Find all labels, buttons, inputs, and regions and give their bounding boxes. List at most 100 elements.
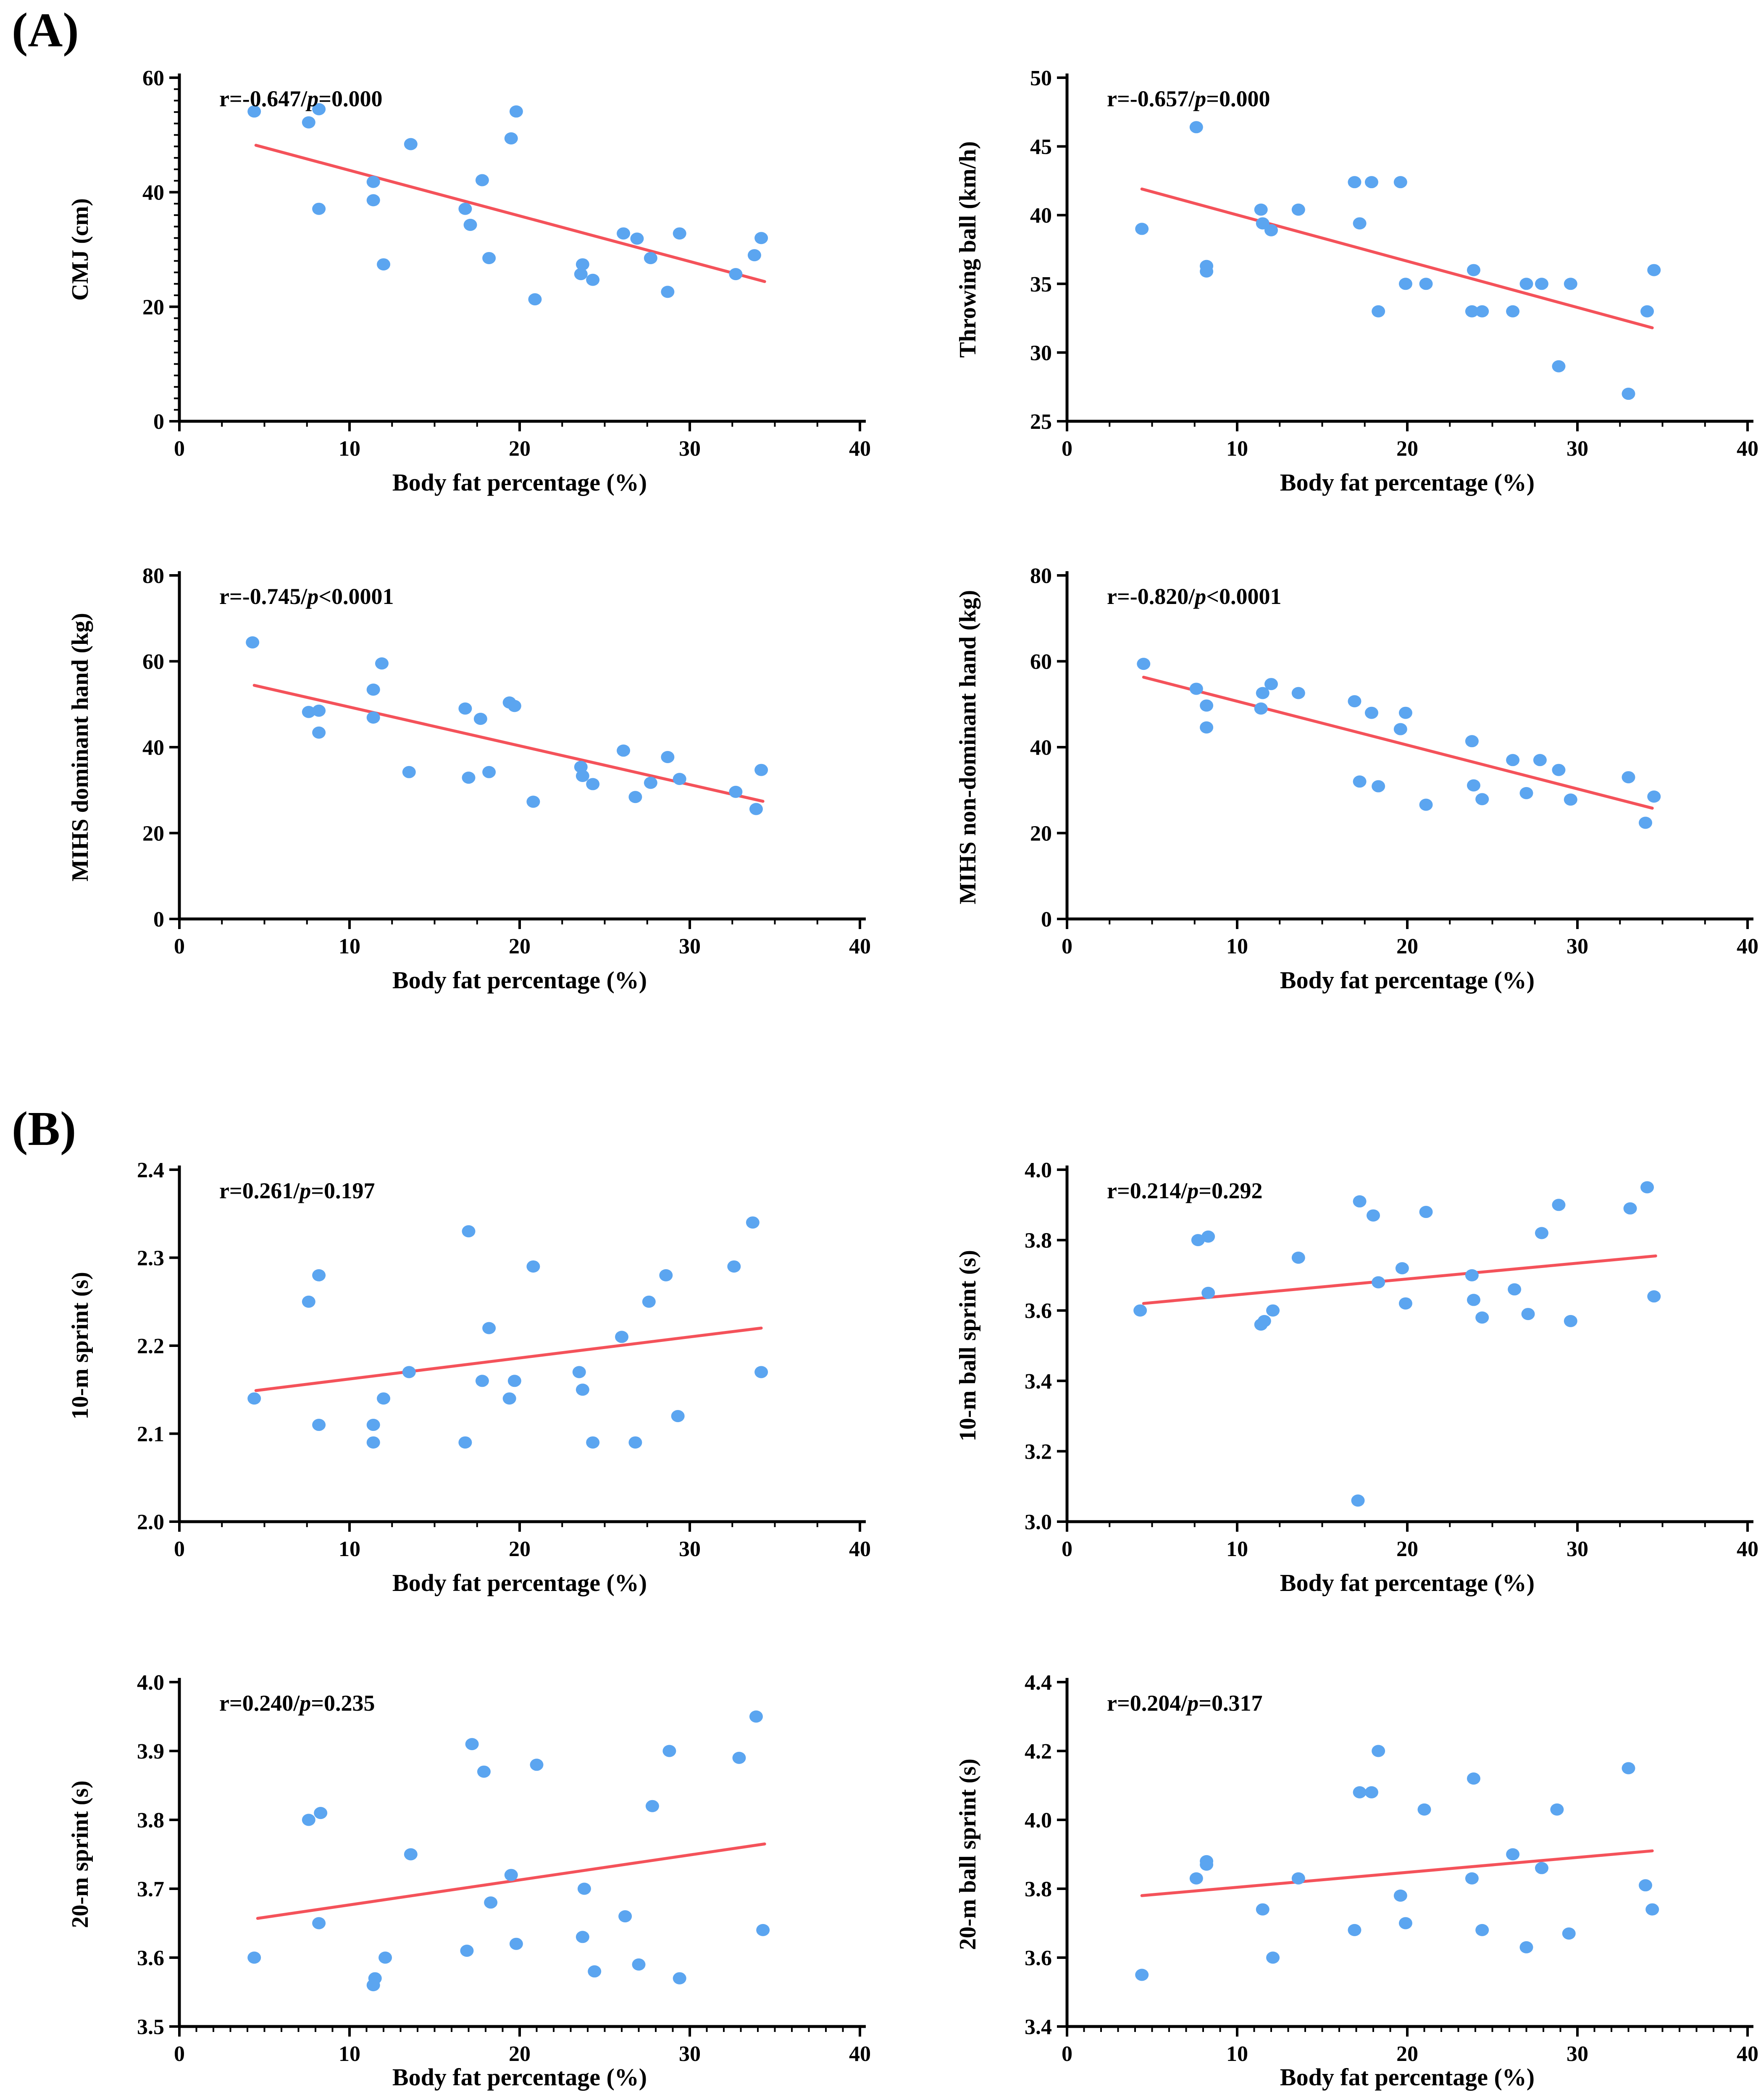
x-tick-label: 20	[509, 934, 531, 958]
data-point	[1465, 1269, 1479, 1281]
data-point	[473, 713, 487, 725]
data-point	[1291, 687, 1305, 699]
x-tick-label: 0	[1062, 934, 1072, 958]
data-point	[673, 773, 686, 785]
data-point	[1364, 1786, 1378, 1798]
data-points	[247, 103, 768, 306]
y-tick-label: 4.2	[1025, 1740, 1052, 1764]
data-point	[574, 761, 588, 773]
x-tick-label: 30	[679, 1537, 701, 1561]
data-point	[1264, 678, 1278, 690]
data-point	[1622, 388, 1635, 400]
data-point	[482, 252, 496, 264]
data-point	[1353, 217, 1367, 230]
data-point	[749, 1710, 763, 1723]
x-tick-label: 20	[1396, 437, 1418, 461]
y-tick-label: 50	[1030, 66, 1052, 90]
data-point	[247, 1951, 261, 1964]
data-point	[312, 704, 326, 717]
data-point	[366, 176, 380, 188]
x-axis-title: Body fat percentage (%)	[392, 966, 647, 994]
data-point	[1348, 1924, 1361, 1936]
data-point	[526, 1260, 540, 1273]
data-point	[1519, 1941, 1533, 1953]
y-tick-label: 3.6	[1025, 1946, 1052, 1970]
data-point	[1372, 1745, 1385, 1757]
x-tick-label: 20	[1396, 1537, 1418, 1561]
x-tick-label: 0	[174, 1537, 185, 1561]
data-point	[1419, 1206, 1433, 1218]
data-point	[617, 744, 631, 757]
x-tick-label: 0	[174, 437, 185, 461]
data-point	[754, 1366, 768, 1378]
data-point	[1256, 1903, 1269, 1916]
y-tick-label: 2.2	[137, 1334, 164, 1358]
data-point	[312, 1269, 326, 1281]
data-point	[661, 286, 675, 298]
data-point	[673, 1972, 686, 1984]
data-point	[509, 1937, 523, 1950]
data-point	[1395, 1262, 1409, 1275]
x-axis-title: Body fat percentage (%)	[392, 469, 647, 496]
data-point	[1552, 1199, 1566, 1211]
data-points	[1133, 1181, 1661, 1507]
data-point	[673, 227, 686, 240]
y-tick-label: 3.8	[1025, 1229, 1052, 1253]
data-point	[504, 1869, 518, 1881]
data-point	[1291, 1252, 1305, 1264]
scatter-plot-ball-sprint-10m: 0 10 20 30 40 3.0 3.2 3.4 3.6 3.8 4.0 r=0.214/p=0.2…	[955, 1158, 1758, 1596]
x-axis-title: Body fat percentage (%)	[1280, 2063, 1535, 2091]
data-point	[1291, 1872, 1305, 1885]
data-point	[1266, 1304, 1280, 1317]
data-point	[1264, 224, 1278, 236]
data-point	[1467, 779, 1480, 792]
x-tick-label: 0	[174, 934, 185, 958]
data-point	[1639, 816, 1652, 829]
data-point	[1200, 1858, 1214, 1871]
data-point	[1398, 1297, 1412, 1310]
y-tick-label: 25	[1030, 410, 1052, 434]
data-point	[1467, 1294, 1480, 1306]
x-tick-label: 40	[849, 437, 871, 461]
chart-ball-sprint-20m: 0 10 20 30 40 3.4 3.6 3.8 4.0 4.2 4.4 r=0.204/p=0.3…	[941, 1653, 1761, 2100]
data-point	[477, 1765, 491, 1778]
regression-line	[1140, 187, 1654, 330]
x-tick-label: 40	[1737, 1537, 1758, 1561]
data-point	[576, 258, 589, 270]
data-point	[1266, 1951, 1280, 1964]
x-tick-label: 0	[174, 2042, 185, 2066]
y-axis-title: 10-m sprint (s)	[67, 1272, 93, 1420]
data-point	[1419, 798, 1433, 811]
correlation-annotation: r=0.204/p=0.317	[1107, 1690, 1263, 1716]
data-point	[576, 1383, 589, 1396]
data-point	[1647, 790, 1661, 803]
x-tick-label: 40	[1737, 437, 1758, 461]
data-point	[576, 1931, 589, 1943]
data-point	[463, 218, 477, 231]
data-point	[404, 138, 418, 150]
data-point	[756, 1924, 770, 1936]
y-tick-label: 20	[142, 295, 164, 319]
y-tick-label: 3.8	[1025, 1877, 1052, 1901]
y-axis-title: MIHS dominant hand (kg)	[67, 613, 93, 882]
y-tick-label: 60	[142, 66, 164, 90]
x-tick-label: 30	[1567, 934, 1588, 958]
data-point	[1640, 1181, 1654, 1194]
y-tick-label: 0	[153, 410, 164, 434]
data-point	[366, 1419, 380, 1431]
x-tick-label: 30	[679, 934, 701, 958]
y-tick-label: 2.3	[137, 1247, 164, 1270]
data-points	[1137, 658, 1661, 829]
data-point	[1351, 1494, 1365, 1507]
y-tick-label: 4.0	[1025, 1809, 1052, 1832]
y-tick-label: 0	[1041, 908, 1052, 932]
data-point	[312, 1917, 326, 1929]
y-tick-label: 60	[142, 650, 164, 674]
data-point	[1256, 687, 1269, 699]
data-point	[1189, 1872, 1203, 1885]
data-point	[630, 232, 644, 245]
data-point	[526, 795, 540, 808]
x-tick-label: 40	[849, 934, 871, 958]
data-point	[402, 1366, 416, 1378]
y-tick-label: 3.4	[1025, 2015, 1052, 2039]
